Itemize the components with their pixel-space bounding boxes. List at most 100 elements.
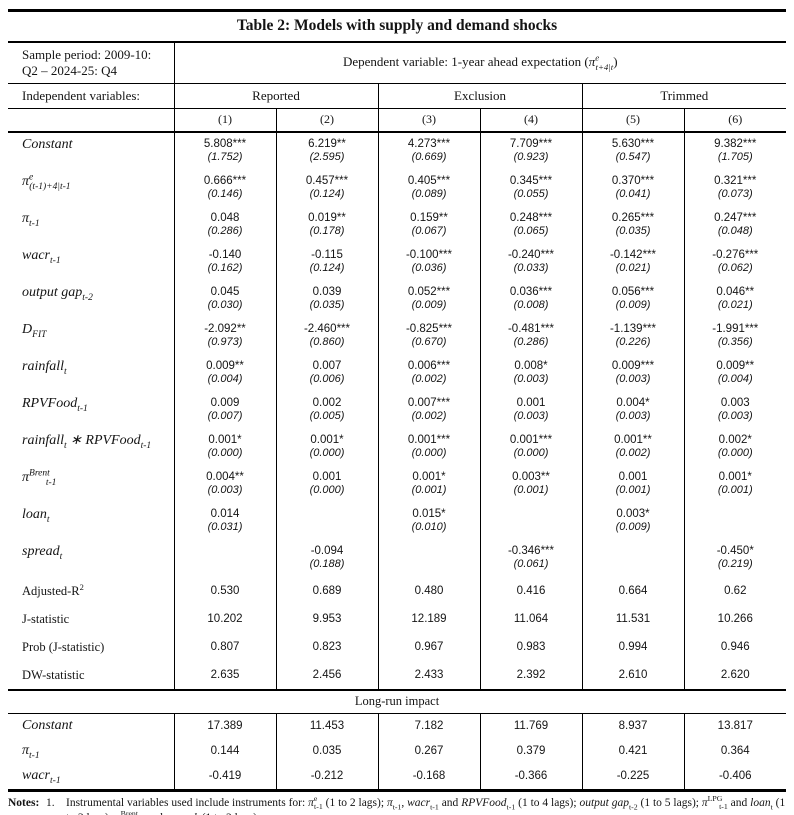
title-row: Table 2: Models with supply and demand s… <box>8 10 787 43</box>
coefficient-value: -2.460*** <box>303 323 351 335</box>
value-cell: 0.457*** (0.124) <box>275 170 378 207</box>
variable-row: Constant 17.389 11.453 7.182 11.769 8.937 13.8… <box>8 713 787 739</box>
column-numbers-row: (1) (2) (3) (4) (5) (6) <box>8 108 787 133</box>
standard-error: (0.670) <box>411 336 447 348</box>
variable-row: RPVFoodt-1 0.009 (0.007) 0.002 (0.005) 0.007*… <box>8 392 787 429</box>
value-cell: -0.094 (0.188) <box>275 540 378 577</box>
standard-error: (0.007) <box>207 410 243 422</box>
value-cell: -1.139*** (0.226) <box>581 318 684 355</box>
value-cell: 2.456 <box>275 661 378 690</box>
standard-error: (0.009) <box>615 299 651 311</box>
value-cell: 0.004* (0.003) <box>581 392 684 429</box>
standard-error: (0.065) <box>513 225 549 237</box>
row-label: J-statistic <box>22 612 70 626</box>
empty-cell <box>8 108 174 133</box>
coefficient-value: 0.008* <box>514 360 548 372</box>
coefficient-value: 0.001*** <box>407 434 451 446</box>
value-cell: 0.001* (0.001) <box>683 466 787 503</box>
value-cell: 0.052*** (0.009) <box>377 281 480 318</box>
coefficient-value: -0.140 <box>208 249 242 261</box>
coefficient-value: 12.189 <box>411 613 447 625</box>
value-cell: 0.003 (0.003) <box>683 392 787 429</box>
coefficient-value: 0.823 <box>312 641 342 653</box>
coefficient-value: 10.202 <box>207 613 243 625</box>
standard-error: (0.062) <box>717 262 753 274</box>
standard-error: (0.286) <box>207 225 243 237</box>
value-cell: 17.389 <box>173 713 276 739</box>
dependent-variable-suffix: ) <box>613 54 618 69</box>
value-cell: 0.530 <box>173 577 276 605</box>
value-cell: 0.267 <box>377 739 480 764</box>
value-cell: 0.001 (0.001) <box>581 466 684 503</box>
coefficient-value: 0.007*** <box>407 397 451 409</box>
standard-error: (0.003) <box>717 410 753 422</box>
value-cell: 0.001 (0.000) <box>275 466 378 503</box>
coefficient-value: 11.064 <box>513 613 549 625</box>
coefficient-value: 7.182 <box>414 720 444 732</box>
coefficient-value: 8.937 <box>618 720 648 732</box>
row-label: DW-statistic <box>22 668 85 682</box>
standard-error: (0.226) <box>615 336 651 348</box>
value-cell: 11.453 <box>275 713 378 739</box>
standard-error: (0.162) <box>207 262 243 274</box>
coefficient-value: 0.967 <box>414 641 444 653</box>
value-cell: -0.481*** (0.286) <box>479 318 582 355</box>
coefficient-value: 0.002* <box>718 434 752 446</box>
column-number: (2) <box>275 108 378 133</box>
coefficient-value: -0.168 <box>412 770 446 782</box>
standard-error: (0.033) <box>513 262 549 274</box>
value-cell: 0.019** (0.178) <box>275 207 378 244</box>
statistics-body: Adjusted-R2 0.530 0.689 0.480 0.416 0.664 0.62… <box>8 577 787 690</box>
row-label: RPVFoodt-1 <box>22 396 88 414</box>
coefficient-value: -0.406 <box>718 770 752 782</box>
coefficient-value: 0.001 <box>618 471 648 483</box>
value-cell: 2.610 <box>581 661 684 690</box>
coefficient-value: 0.379 <box>516 745 546 757</box>
coefficient-value: 0.035 <box>312 745 342 757</box>
standard-error: (0.006) <box>309 373 345 385</box>
standard-error: (0.008) <box>513 299 549 311</box>
coefficient-value: -0.142*** <box>609 249 657 261</box>
standard-error: (0.048) <box>717 225 753 237</box>
value-cell: 0.480 <box>377 577 480 605</box>
coefficient-value: 0.015* <box>412 508 446 520</box>
coefficient-value: 5.808*** <box>203 138 247 150</box>
value-cell: 0.62 <box>683 577 787 605</box>
row-label: DFIT <box>22 322 47 340</box>
standard-error: (0.356) <box>717 336 753 348</box>
coefficient-value: 0.009 <box>210 397 240 409</box>
coefficient-value: 0.421 <box>618 745 648 757</box>
coefficient-value: 0.416 <box>516 585 546 597</box>
value-cell: 0.345*** (0.055) <box>479 170 582 207</box>
coefficient-value: 0.370*** <box>611 175 655 187</box>
value-cell: 0.001* (0.000) <box>173 429 276 466</box>
value-cell: 0.823 <box>275 633 378 661</box>
value-cell: 0.046** (0.021) <box>683 281 787 318</box>
statistic-row: Prob (J-statistic) 0.807 0.823 0.967 0.983 0.… <box>8 633 787 661</box>
coefficient-value: 0.006*** <box>407 360 451 372</box>
standard-error: (0.041) <box>615 188 651 200</box>
value-cell: 0.666*** (0.146) <box>173 170 276 207</box>
coefficient-value: 0.003 <box>720 397 750 409</box>
row-label: Constant <box>22 137 73 152</box>
coefficient-value: 0.009*** <box>611 360 655 372</box>
coefficient-value: 4.273*** <box>407 138 451 150</box>
coefficient-value: 0.144 <box>210 745 240 757</box>
coefficient-value: 0.046** <box>716 286 755 298</box>
standard-error: (0.000) <box>717 447 753 459</box>
value-cell: 0.379 <box>479 739 582 764</box>
coefficient-value: 0.052*** <box>407 286 451 298</box>
value-cell: -0.168 <box>377 764 480 791</box>
coefficient-value: -0.825*** <box>405 323 453 335</box>
value-cell: 2.635 <box>173 661 276 690</box>
column-number: (3) <box>377 108 480 133</box>
value-cell: 9.953 <box>275 605 378 633</box>
value-cell: 0.001* (0.001) <box>377 466 480 503</box>
coefficient-value: 11.531 <box>615 613 651 625</box>
variable-row: πt-1 0.144 0.035 0.267 0.379 0.421 0.364 <box>8 739 787 764</box>
coefficient-value: 0.002 <box>312 397 342 409</box>
standard-error: (0.923) <box>513 151 549 163</box>
variable-row: wacrt-1 -0.419 -0.212 -0.168 -0.366 -0.225 -0.… <box>8 764 787 791</box>
value-cell: 0.015* (0.010) <box>377 503 480 540</box>
table-title: Table 2: Models with supply and demand s… <box>8 10 787 43</box>
